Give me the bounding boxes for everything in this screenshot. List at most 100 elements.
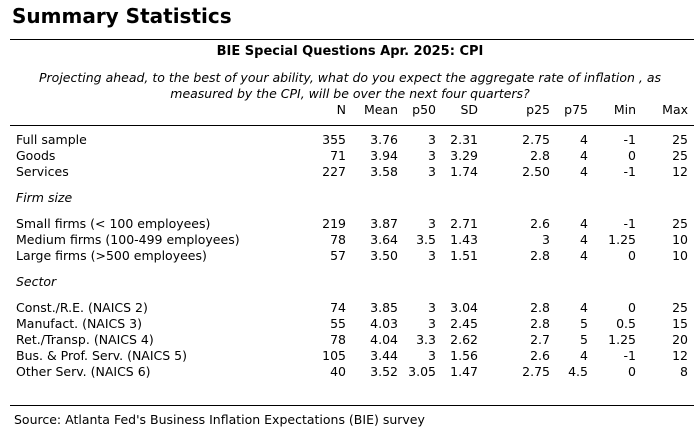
cell-p75: 4 xyxy=(580,148,588,163)
row-label: Medium firms (100-499 employees) xyxy=(16,232,240,247)
table-row: Other Serv. (NAICS 6) 40 3.52 3.05 1.47 2.75 4… xyxy=(12,364,688,380)
cell-mean: 3.44 xyxy=(370,348,398,363)
cell-p25: 2.6 xyxy=(530,348,550,363)
page-title: Summary Statistics xyxy=(12,4,232,28)
cell-p50: 3.05 xyxy=(408,364,436,379)
column-header-p50: p50 xyxy=(412,102,436,117)
cell-p25: 2.8 xyxy=(530,248,550,263)
table-row: Goods 71 3.94 3 3.29 2.8 4 0 25 xyxy=(12,148,688,164)
cell-max: 25 xyxy=(672,148,688,163)
cell-min: 0 xyxy=(628,364,636,379)
row-label: Const./R.E. (NAICS 2) xyxy=(16,300,148,315)
cell-p75: 4 xyxy=(580,132,588,147)
row-label: Small firms (< 100 employees) xyxy=(16,216,211,231)
spacer-row xyxy=(12,290,688,300)
cell-n: 105 xyxy=(322,348,346,363)
cell-n: 78 xyxy=(330,332,346,347)
cell-sd: 3.29 xyxy=(450,148,478,163)
cell-p75: 4.5 xyxy=(568,364,588,379)
cell-p50: 3 xyxy=(428,216,436,231)
cell-p25: 2.75 xyxy=(522,364,550,379)
cell-max: 8 xyxy=(680,364,688,379)
spacer-row xyxy=(12,180,688,190)
cell-max: 10 xyxy=(672,248,688,263)
cell-min: -1 xyxy=(623,132,636,147)
cell-max: 12 xyxy=(672,164,688,179)
cell-p50: 3 xyxy=(428,148,436,163)
column-header-max: Max xyxy=(662,102,688,117)
cell-p75: 4 xyxy=(580,164,588,179)
row-label: Bus. & Prof. Serv. (NAICS 5) xyxy=(16,348,188,363)
cell-mean: 3.64 xyxy=(370,232,398,247)
cell-sd: 2.62 xyxy=(450,332,478,347)
cell-p50: 3 xyxy=(428,316,436,331)
cell-min: -1 xyxy=(623,348,636,363)
column-header-n: N xyxy=(336,102,346,117)
column-header-p25: p25 xyxy=(526,102,550,117)
table-row: Manufact. (NAICS 3) 55 4.03 3 2.45 2.8 5 0.5 15 xyxy=(12,316,688,332)
cell-mean: 3.76 xyxy=(370,132,398,147)
section-heading-row: Firm size xyxy=(12,190,688,206)
table-row: Full sample 355 3.76 3 2.31 2.75 4 -1 25 xyxy=(12,132,688,148)
cell-p25: 2.50 xyxy=(522,164,550,179)
cell-mean: 3.52 xyxy=(370,364,398,379)
table-row: Medium firms (100-499 employees) 78 3.64 3.… xyxy=(12,232,688,248)
cell-sd: 1.43 xyxy=(450,232,478,247)
divider xyxy=(10,405,694,406)
table-row: Const./R.E. (NAICS 2) 74 3.85 3 3.04 2.8 4 0 25 xyxy=(12,300,688,316)
table-header-row: N Mean p50 SD p25 p75 Min Max xyxy=(12,102,688,120)
cell-mean: 3.87 xyxy=(370,216,398,231)
cell-n: 55 xyxy=(330,316,346,331)
cell-p25: 2.8 xyxy=(530,316,550,331)
cell-p50: 3 xyxy=(428,132,436,147)
cell-n: 74 xyxy=(330,300,346,315)
column-header-p75: p75 xyxy=(564,102,588,117)
cell-p75: 4 xyxy=(580,300,588,315)
row-label: Goods xyxy=(16,148,56,163)
cell-p25: 2.8 xyxy=(530,148,550,163)
cell-min: 0 xyxy=(628,148,636,163)
cell-min: 1.25 xyxy=(608,332,636,347)
section-heading-row: Sector xyxy=(12,274,688,290)
row-label: Ret./Transp. (NAICS 4) xyxy=(16,332,154,347)
column-header-min: Min xyxy=(613,102,636,117)
cell-n: 78 xyxy=(330,232,346,247)
cell-min: 0 xyxy=(628,248,636,263)
table-subtitle: BIE Special Questions Apr. 2025: CPI xyxy=(216,44,484,59)
cell-max: 12 xyxy=(672,348,688,363)
cell-n: 227 xyxy=(322,164,346,179)
cell-min: 0.5 xyxy=(616,316,636,331)
cell-p50: 3.5 xyxy=(416,232,436,247)
section-heading: Sector xyxy=(16,274,57,289)
cell-max: 25 xyxy=(672,132,688,147)
cell-n: 355 xyxy=(322,132,346,147)
cell-max: 10 xyxy=(672,232,688,247)
cell-n: 57 xyxy=(330,248,346,263)
source-note: Source: Atlanta Fed's Business Inflation… xyxy=(14,412,425,427)
row-label: Large firms (>500 employees) xyxy=(16,248,207,263)
cell-p50: 3 xyxy=(428,300,436,315)
row-label: Full sample xyxy=(16,132,87,147)
cell-n: 219 xyxy=(322,216,346,231)
cell-mean: 3.58 xyxy=(370,164,398,179)
section-heading: Firm size xyxy=(16,190,73,205)
cell-p25: 2.75 xyxy=(522,132,550,147)
cell-max: 25 xyxy=(672,216,688,231)
cell-p25: 3 xyxy=(542,232,550,247)
column-header-mean: Mean xyxy=(363,102,398,117)
cell-min: 0 xyxy=(628,300,636,315)
cell-p50: 3.3 xyxy=(416,332,436,347)
cell-mean: 3.50 xyxy=(370,248,398,263)
cell-p25: 2.6 xyxy=(530,216,550,231)
cell-p75: 4 xyxy=(580,232,588,247)
cell-mean: 3.94 xyxy=(370,148,398,163)
row-label: Other Serv. (NAICS 6) xyxy=(16,364,151,379)
cell-min: 1.25 xyxy=(608,232,636,247)
cell-p25: 2.8 xyxy=(530,300,550,315)
cell-min: -1 xyxy=(623,164,636,179)
cell-max: 25 xyxy=(672,300,688,315)
cell-p75: 4 xyxy=(580,248,588,263)
cell-p50: 3 xyxy=(428,248,436,263)
row-label: Services xyxy=(16,164,69,179)
table-row: Large firms (>500 employees) 57 3.50 3 1.51 2… xyxy=(12,248,688,264)
